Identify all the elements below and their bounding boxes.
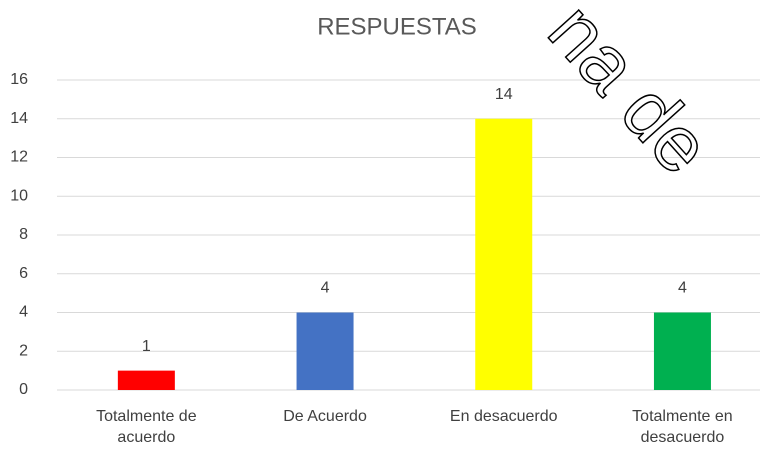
- chart-title: RESPUESTAS: [317, 13, 477, 40]
- y-tick-label: 10: [10, 187, 28, 204]
- y-tick-label: 16: [10, 71, 28, 88]
- y-tick-label: 6: [19, 265, 28, 282]
- x-tick-label: Totalmente de acuerdo: [96, 408, 197, 446]
- y-tick-label: 8: [19, 226, 28, 243]
- x-tick-label: De Acuerdo: [283, 408, 367, 425]
- y-tick-label: 0: [19, 381, 28, 398]
- y-tick-label: 12: [10, 149, 28, 166]
- data-label: 14: [495, 86, 513, 103]
- bar: [117, 370, 175, 390]
- watermark: na de: [532, 0, 728, 190]
- data-label: 4: [321, 280, 330, 297]
- bar: [475, 118, 533, 390]
- x-tick-label: En desacuerdo: [449, 408, 558, 425]
- y-tick-label: 14: [10, 110, 28, 127]
- x-tick-label: Totalmente en desacuerdo: [632, 408, 733, 446]
- y-tick-label: 2: [19, 342, 28, 359]
- data-label: 1: [142, 338, 151, 355]
- data-label: 4: [678, 280, 687, 297]
- y-tick-label: 4: [19, 304, 28, 321]
- bar: [296, 312, 354, 390]
- bar: [653, 312, 711, 390]
